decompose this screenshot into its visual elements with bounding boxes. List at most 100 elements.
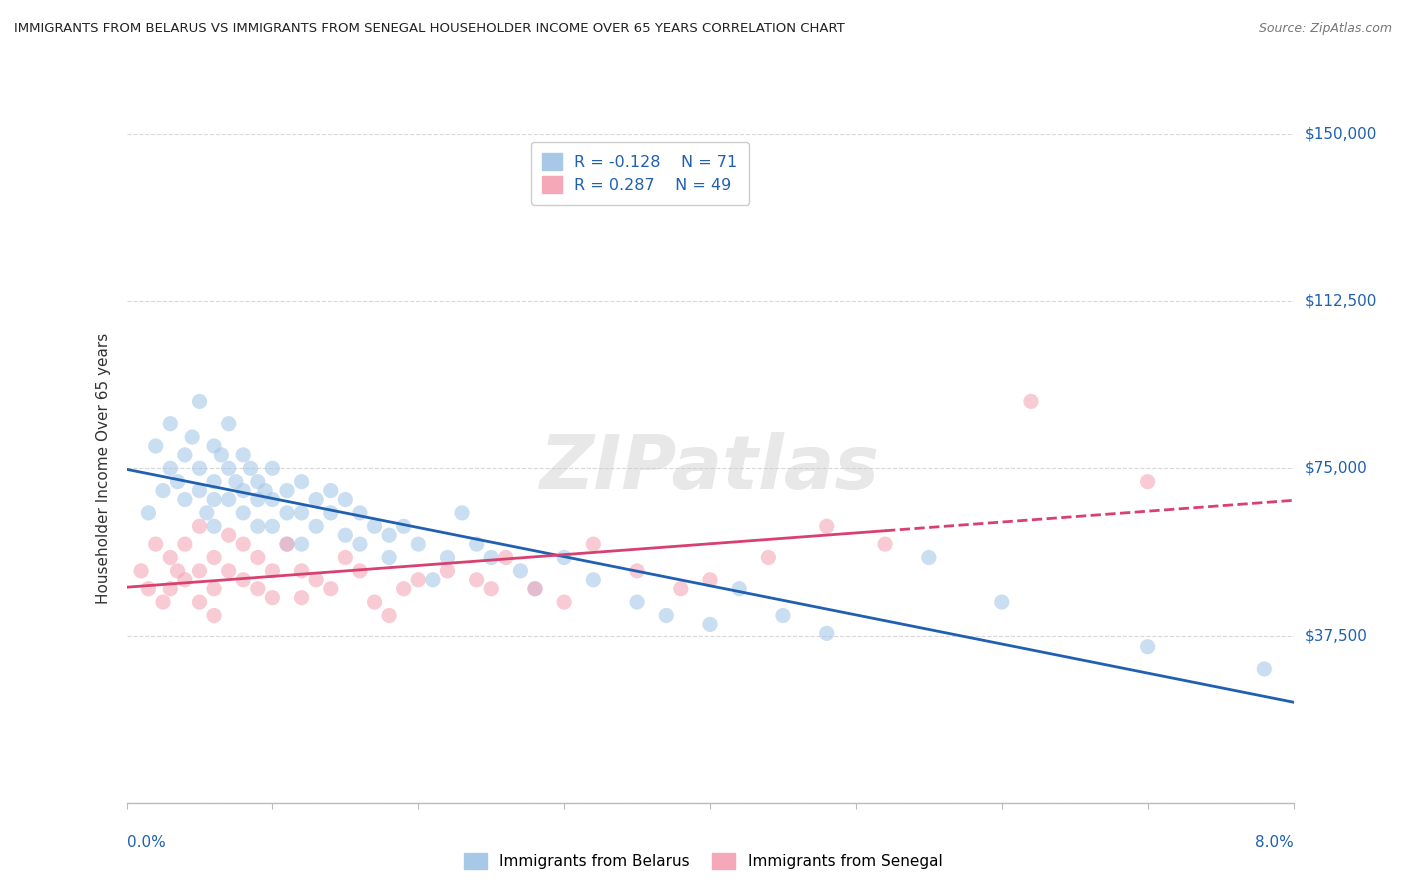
Point (990, 595, 1012, 609)
Point (319, 483, 342, 498)
Point (582, 573, 605, 587)
Point (523, 582, 546, 596)
Point (509, 564, 531, 578)
Point (218, 417, 240, 431)
Point (225, 475, 247, 489)
Point (232, 448, 254, 462)
Point (408, 573, 430, 587)
Text: $112,500: $112,500 (1305, 293, 1376, 309)
Point (465, 537, 488, 551)
Point (305, 492, 328, 507)
Point (232, 506, 254, 520)
Point (202, 550, 225, 565)
Point (815, 519, 838, 533)
Point (159, 461, 181, 475)
Point (202, 439, 225, 453)
Point (363, 595, 385, 609)
Point (378, 528, 401, 542)
Point (138, 506, 160, 520)
Point (436, 550, 458, 565)
Point (772, 608, 794, 623)
Point (246, 519, 269, 533)
Point (152, 483, 174, 498)
Text: 8.0%: 8.0% (1254, 836, 1294, 850)
Point (815, 626, 838, 640)
Point (669, 582, 692, 596)
Point (290, 564, 312, 578)
Point (378, 608, 401, 623)
Point (495, 550, 517, 565)
Point (349, 506, 371, 520)
Point (290, 537, 312, 551)
Point (174, 492, 197, 507)
Point (232, 573, 254, 587)
Point (239, 461, 262, 475)
Point (218, 461, 240, 475)
Point (335, 492, 357, 507)
Point (378, 550, 401, 565)
Point (218, 564, 240, 578)
Point (246, 492, 269, 507)
Point (202, 519, 225, 533)
Point (159, 582, 181, 596)
Point (290, 591, 312, 605)
Point (174, 537, 197, 551)
Point (209, 448, 232, 462)
Point (436, 564, 458, 578)
Point (699, 573, 721, 587)
Point (202, 475, 225, 489)
Text: $150,000: $150,000 (1305, 127, 1376, 141)
Point (246, 550, 269, 565)
Point (756, 550, 779, 565)
Point (246, 475, 269, 489)
Point (1019, 394, 1042, 409)
Legend: R = -0.128    N = 71, R = 0.287    N = 49: R = -0.128 N = 71, R = 0.287 N = 49 (531, 142, 749, 204)
Point (262, 564, 284, 578)
Point (290, 506, 312, 520)
Point (479, 550, 502, 565)
Point (1136, 640, 1159, 654)
Text: 0.0%: 0.0% (127, 836, 166, 850)
Point (305, 519, 328, 533)
Point (553, 595, 575, 609)
Point (305, 573, 328, 587)
Point (254, 483, 277, 498)
Point (349, 537, 371, 551)
Point (152, 595, 174, 609)
Point (138, 582, 160, 596)
Point (218, 528, 240, 542)
Point (276, 506, 298, 520)
Point (408, 537, 430, 551)
Point (523, 582, 546, 596)
Point (232, 537, 254, 551)
Point (451, 506, 474, 520)
Point (202, 492, 225, 507)
Point (188, 461, 211, 475)
Text: $37,500: $37,500 (1305, 628, 1368, 643)
Point (626, 595, 648, 609)
Point (319, 506, 342, 520)
Point (873, 537, 897, 551)
Point (246, 582, 269, 596)
Point (349, 564, 371, 578)
Y-axis label: Householder Income Over 65 years: Householder Income Over 65 years (96, 333, 111, 604)
Point (335, 528, 357, 542)
Point (728, 582, 751, 596)
Point (1253, 662, 1275, 676)
Point (174, 573, 197, 587)
Point (465, 573, 488, 587)
Point (174, 448, 197, 462)
Point (392, 519, 415, 533)
Point (276, 537, 298, 551)
Point (276, 483, 298, 498)
Point (166, 564, 188, 578)
Point (159, 550, 181, 565)
Point (195, 506, 218, 520)
Point (181, 430, 204, 444)
Point (479, 582, 502, 596)
Point (188, 394, 211, 409)
Point (918, 550, 941, 565)
Point (166, 475, 188, 489)
Text: Source: ZipAtlas.com: Source: ZipAtlas.com (1258, 22, 1392, 36)
Point (145, 439, 167, 453)
